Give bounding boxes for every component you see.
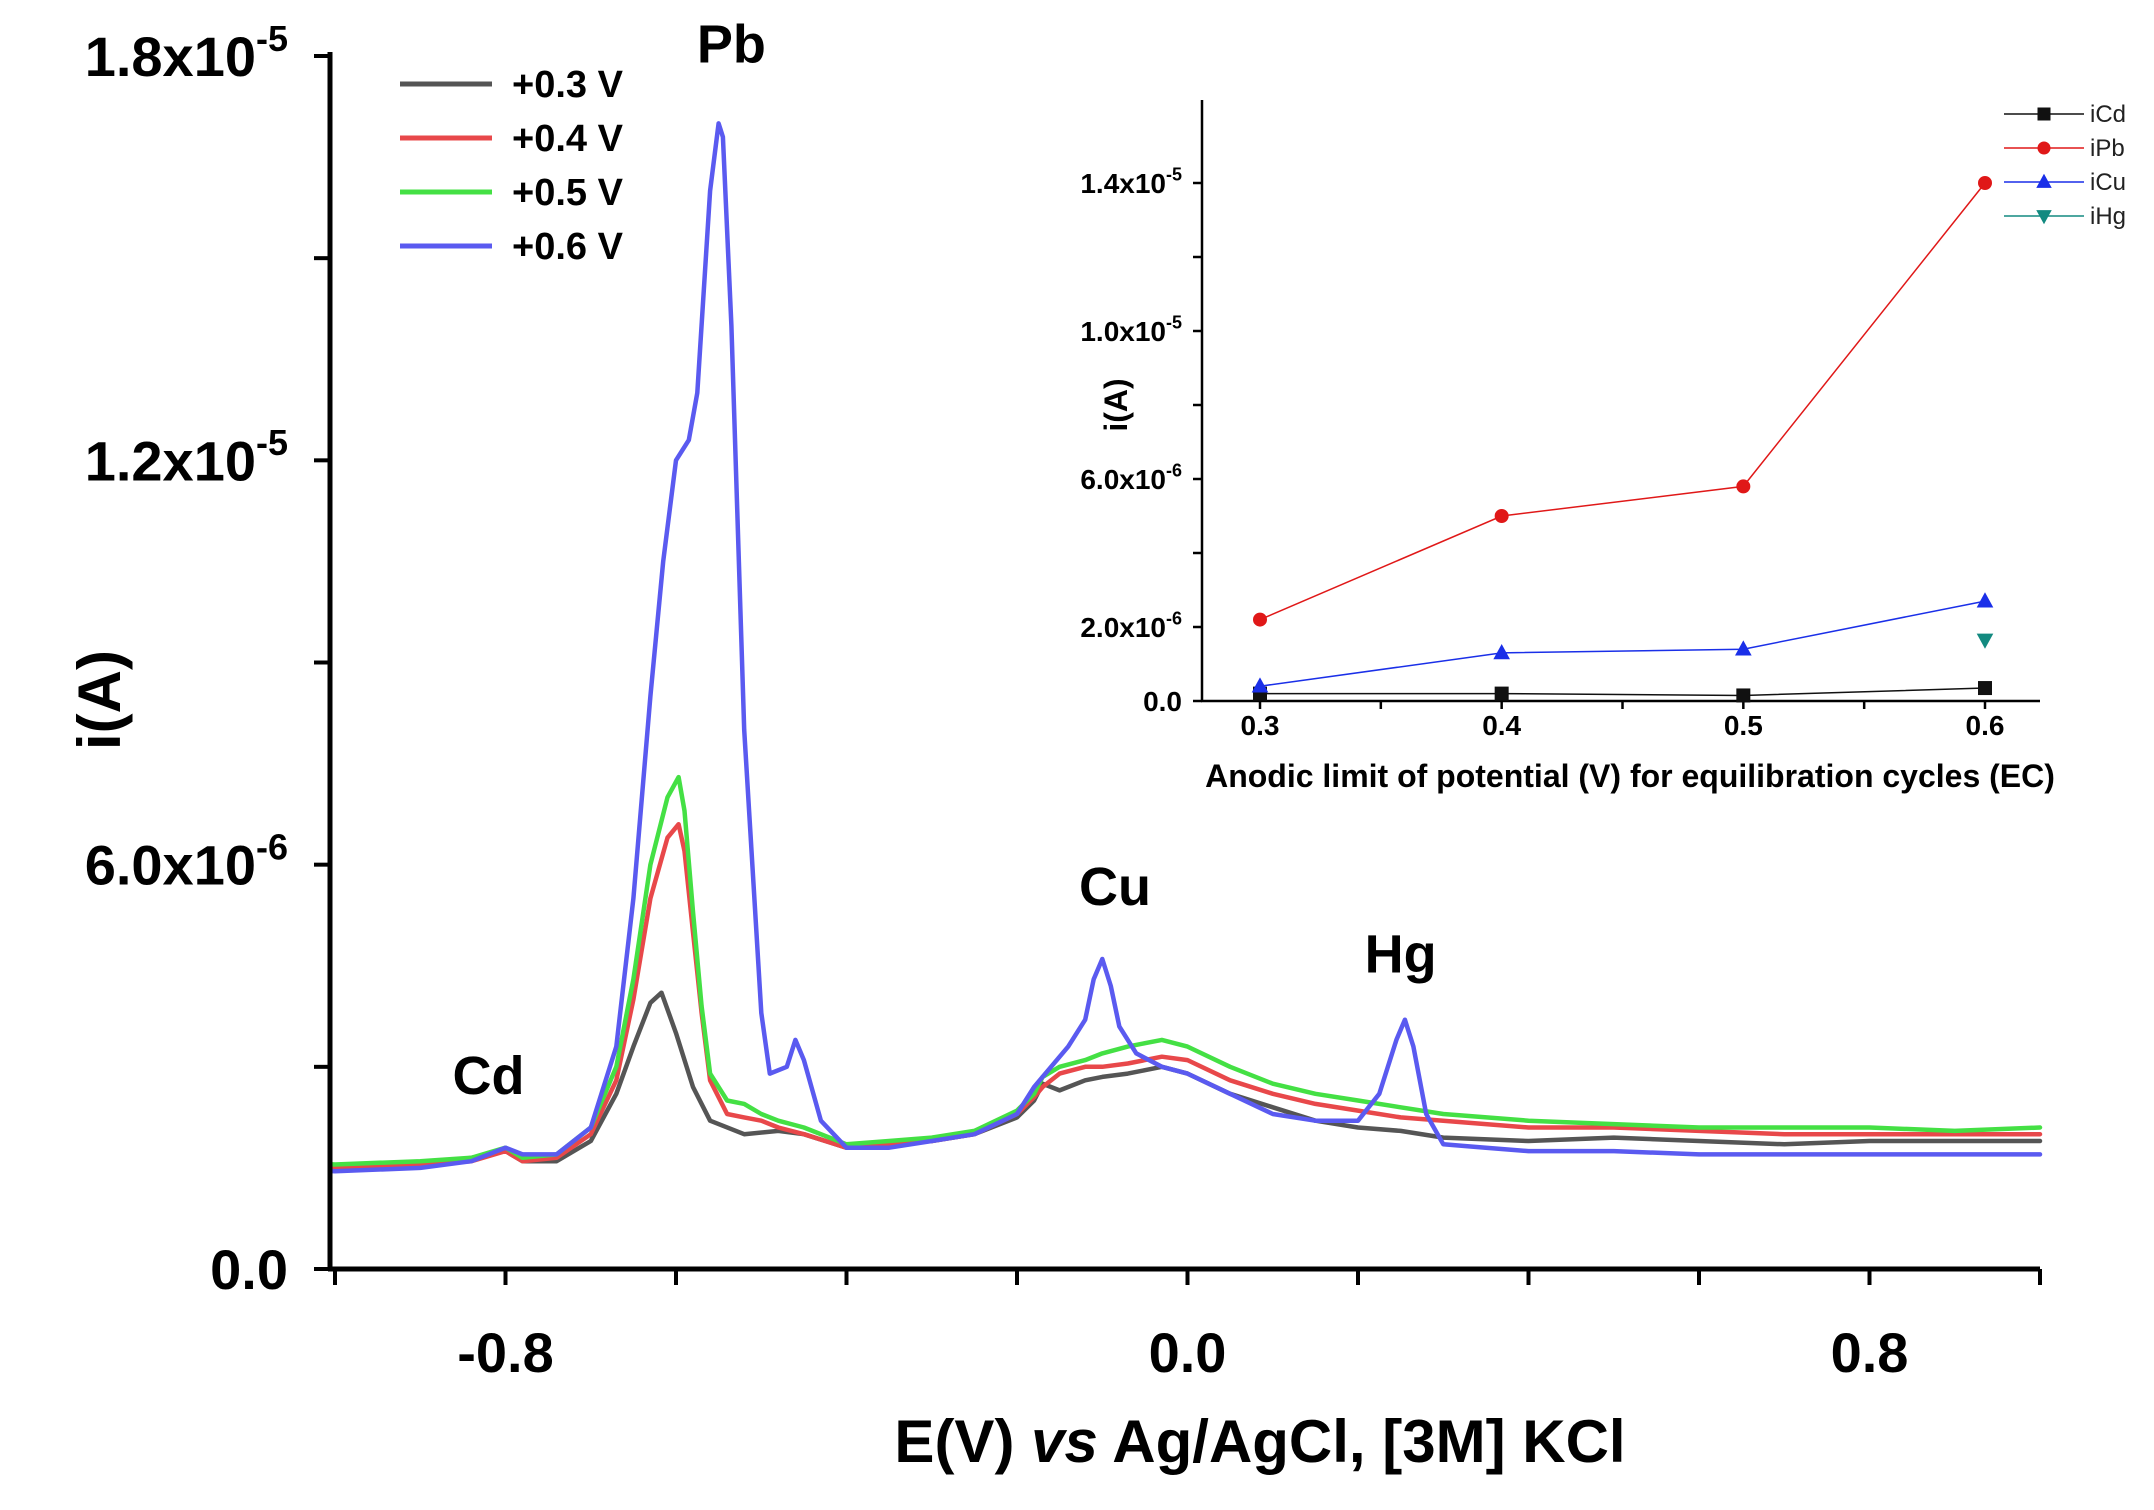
inset-x-tick-label: 0.5: [1724, 710, 1763, 741]
peak-label-hg: Hg: [1365, 924, 1437, 984]
main-plot: -0.8 0.0 0.80.06.0x10-61.2x10-51.8x10-5 i(…: [66, 15, 2043, 1475]
main-y-tick-label-exponent: -6: [256, 826, 288, 867]
inset-y-tick-label: 2.0x10-6: [1080, 608, 1182, 643]
series-line-0-5-v: [330, 774, 2043, 1167]
peak-annotations: Pb Cd Cu Hg: [452, 15, 1436, 1106]
inset-series-line-icu: [1259, 600, 1986, 687]
main-y-tick-label: 1.8x10-5: [85, 18, 288, 88]
peak-label-cd: Cd: [452, 1046, 524, 1106]
inset-marker-icd: [1494, 686, 1509, 701]
inset-marker-icu: [1493, 644, 1510, 660]
inset-legend: iCd iPb iCu iHg: [2004, 101, 2126, 230]
legend-label-0-4-v: +0.4 V: [512, 118, 624, 160]
x-axis-title-part-vs: vs: [1031, 1408, 1098, 1475]
inset-y-tick-label-exponent: -5: [1166, 312, 1182, 332]
peak-label-cu: Cu: [1079, 857, 1151, 917]
inset-axes: 0.3 0.4 0.5 0.60.02.0x10-66.0x10-61.0x10-51…: [1080, 100, 2040, 741]
inset-marker-icu: [1735, 640, 1752, 656]
inset-y-tick-label-exponent: -6: [1166, 460, 1182, 480]
inset-y-axis-title: i(A): [1098, 378, 1134, 431]
inset-marker-ipb: [1978, 176, 1992, 190]
inset-legend-label-ipb: iPb: [2090, 135, 2125, 162]
series-line-0-3-v: [330, 990, 2043, 1171]
main-axes: -0.8 0.0 0.80.06.0x10-61.2x10-51.8x10-5: [85, 18, 2042, 1384]
main-y-tick-label-mantissa: 0.0: [210, 1238, 288, 1301]
main-series-group: [330, 121, 2043, 1174]
inset-y-tick-label: 1.0x10-5: [1080, 312, 1182, 347]
inset-y-tick-label-exponent: -5: [1166, 164, 1182, 184]
main-x-axis-title: E(V) vs Ag/AgCl, [3M] KCl: [894, 1408, 1625, 1475]
inset-legend-label-icu: iCu: [2090, 169, 2126, 196]
main-y-tick-label-mantissa: 1.8x10: [85, 25, 256, 88]
inset-series-line-ipb: [1259, 182, 1986, 621]
inset-y-tick-label-mantissa: 2.0x10: [1080, 612, 1166, 643]
inset-legend-marker-icd: [2037, 107, 2051, 121]
main-y-tick-label: 6.0x10-6: [85, 826, 288, 896]
inset-y-tick-label: 1.4x10-5: [1080, 164, 1182, 199]
legend-label-0-5-v: +0.5 V: [512, 172, 624, 214]
inset-series-group: [1251, 176, 1994, 703]
inset-x-axis-title: Anodic limit of potential (V) for equili…: [1205, 758, 2055, 794]
legend-label-0-6-v: +0.6 V: [512, 226, 624, 268]
inset-legend-marker-icu: [2036, 173, 2052, 188]
inset-legend-marker-ihg: [2036, 210, 2052, 225]
inset-x-tick-label: 0.3: [1241, 710, 1280, 741]
inset-marker-icu: [1251, 677, 1269, 693]
x-axis-title-part-quantity: E(V): [894, 1408, 1031, 1475]
peak-label-pb: Pb: [697, 15, 766, 75]
inset-marker-icd: [1736, 688, 1751, 703]
main-x-tick-label: -0.8: [457, 1321, 554, 1384]
series-line-0-6-v: [330, 121, 2043, 1174]
main-y-tick-label: 1.2x10-5: [85, 422, 288, 492]
inset-y-tick-label-exponent: -6: [1166, 608, 1182, 628]
main-legend: +0.3 V +0.4 V +0.5 V +0.6 V: [400, 64, 624, 268]
main-y-tick-label-exponent: -5: [256, 18, 288, 59]
main-x-tick-label: 0.8: [1831, 1321, 1909, 1384]
legend-label-0-3-v: +0.3 V: [512, 64, 624, 106]
main-y-tick-label-exponent: -5: [256, 422, 288, 463]
inset-y-tick-label-mantissa: 1.0x10: [1080, 316, 1166, 347]
inset-marker-ihg: [1976, 633, 1994, 649]
inset-plot: 0.3 0.4 0.5 0.60.02.0x10-66.0x10-61.0x10-51…: [1080, 100, 2126, 794]
inset-legend-label-icd: iCd: [2090, 101, 2126, 128]
inset-marker-icu: [1976, 592, 1994, 608]
inset-x-tick-label: 0.4: [1482, 710, 1521, 741]
inset-marker-icd: [1978, 681, 1992, 696]
main-y-tick-label-mantissa: 6.0x10: [85, 834, 256, 897]
inset-y-tick-label-mantissa: 1.4x10: [1080, 168, 1166, 199]
inset-x-tick-label: 0.6: [1966, 710, 2005, 741]
inset-series-line-icd: [1260, 687, 1986, 697]
inset-marker-ipb: [1736, 479, 1751, 494]
inset-y-tick-label-mantissa: 0.0: [1143, 686, 1182, 717]
x-axis-title-part-reference: Ag/AgCl, [3M] KCl: [1098, 1408, 1626, 1475]
inset-y-tick-label-mantissa: 6.0x10: [1080, 464, 1166, 495]
inset-legend-marker-ipb: [2037, 141, 2051, 155]
main-y-axis-title: i(A): [66, 650, 133, 750]
inset-marker-ipb: [1494, 509, 1509, 523]
inset-y-tick-label: 0.0: [1143, 686, 1182, 717]
inset-marker-ipb: [1253, 612, 1267, 627]
main-x-tick-label: 0.0: [1149, 1321, 1227, 1384]
inset-legend-label-ihg: iHg: [2090, 203, 2126, 230]
inset-y-tick-label: 6.0x10-6: [1080, 460, 1182, 495]
main-y-tick-label: 0.0: [210, 1238, 288, 1301]
main-y-tick-label-mantissa: 1.2x10: [85, 429, 256, 492]
